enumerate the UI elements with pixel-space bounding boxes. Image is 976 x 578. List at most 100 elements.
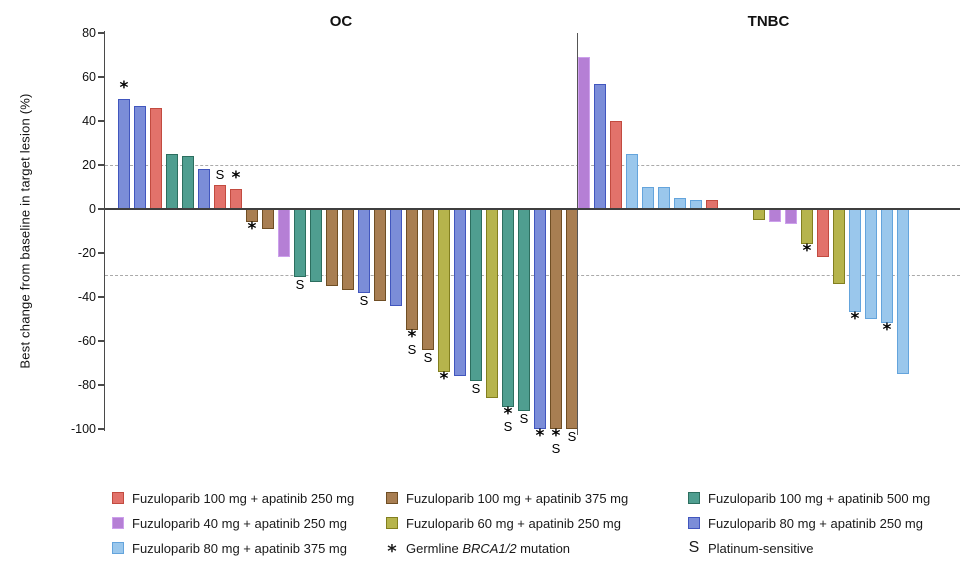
platinum-sensitive-marker: S [567, 429, 577, 444]
bar [230, 189, 242, 209]
y-tick-mark [98, 428, 104, 430]
bar [518, 209, 530, 412]
legend-label: Fuzuloparib 100 mg + apatinib 375 mg [406, 490, 629, 506]
y-tick-label: -60 [77, 333, 96, 348]
bar-annotations: S [467, 382, 485, 395]
section-title-oc: OC [329, 13, 353, 30]
germline-brca-star-marker: * [119, 78, 129, 98]
bar-annotations: * S [499, 404, 517, 434]
germline-brca-star-marker: * [802, 241, 812, 262]
bar-annotations: * [798, 241, 816, 262]
bar [502, 209, 514, 407]
bar [454, 209, 466, 377]
bar [134, 105, 146, 209]
germline-brca-star-marker: * [247, 219, 257, 240]
bar [785, 209, 797, 225]
bar [658, 187, 670, 209]
bar [833, 209, 845, 284]
legend-swatch-fz80_ap375 [112, 542, 124, 554]
bar [817, 209, 829, 258]
germline-brca-star-marker: * [231, 168, 241, 189]
bar-annotations: * [435, 368, 453, 389]
section-title-tnbc: TNBC [747, 13, 790, 30]
platinum-sensitive-marker: S [471, 380, 481, 396]
bar [486, 209, 498, 399]
legend-label: Fuzuloparib 80 mg + apatinib 375 mg [132, 540, 347, 556]
bar [753, 209, 765, 220]
germline-brca-star-marker: * [439, 368, 449, 389]
legend-symbol-star: * [387, 540, 397, 562]
y-axis-title: Best change from baseline in target lesi… [17, 93, 33, 369]
bar-annotations: S [419, 351, 437, 364]
legend-swatch-fz60_ap250 [386, 517, 398, 529]
germline-brca-star-marker: * [503, 404, 513, 424]
germline-brca-star-marker: * [535, 426, 545, 446]
bar-annotations: * [243, 219, 261, 240]
reference-line--30 [105, 275, 960, 276]
bar [406, 209, 418, 330]
bar-annotations: * S [547, 426, 565, 456]
bar [278, 209, 290, 258]
legend-swatch-fz80_ap250 [688, 517, 700, 529]
bar [262, 209, 274, 229]
bar-annotations: S [211, 168, 229, 181]
bar [166, 154, 178, 209]
legend-label: Platinum-sensitive [708, 540, 814, 556]
legend-item: Fuzuloparib 80 mg + apatinib 375 mg [112, 538, 347, 558]
bar [578, 57, 590, 209]
platinum-sensitive-marker: S [551, 441, 561, 456]
y-tick-label: 20 [82, 157, 96, 172]
y-tick-mark [98, 120, 104, 122]
bar-annotations: S [515, 412, 533, 425]
reference-line-20 [105, 165, 960, 166]
y-tick-label: 40 [82, 113, 96, 128]
y-tick-mark [98, 252, 104, 254]
bar [534, 209, 546, 429]
legend-label: Fuzuloparib 40 mg + apatinib 250 mg [132, 515, 347, 531]
y-tick-label: 0 [89, 201, 96, 216]
y-tick-mark [98, 32, 104, 34]
bar [294, 209, 306, 278]
platinum-sensitive-marker: S [407, 342, 417, 357]
bar-annotations: S [355, 294, 373, 307]
bar [594, 83, 606, 209]
bar [422, 209, 434, 350]
legend-symbol-s: S [688, 539, 700, 556]
germline-brca-star-marker: * [407, 327, 417, 347]
legend-item: Fuzuloparib 80 mg + apatinib 250 mg [688, 513, 923, 533]
bar [897, 209, 909, 374]
germline-brca-star-marker: * [850, 309, 860, 330]
legend-item: Fuzuloparib 100 mg + apatinib 375 mg [386, 488, 628, 508]
y-tick-mark [98, 296, 104, 298]
bar-annotations: * [115, 78, 133, 98]
y-tick-mark [98, 384, 104, 386]
bar [438, 209, 450, 372]
germline-brca-star-marker: * [551, 426, 561, 446]
y-tick-mark [98, 164, 104, 166]
legend-label: Fuzuloparib 80 mg + apatinib 250 mg [708, 515, 923, 531]
bar [470, 209, 482, 381]
legend-swatch-fz100_ap375 [386, 492, 398, 504]
bar [326, 209, 338, 286]
bar [342, 209, 354, 291]
bar [310, 209, 322, 282]
bar-annotations: * [878, 322, 896, 339]
y-tick-label: 60 [82, 69, 96, 84]
bar [118, 99, 130, 209]
legend-item: S Platinum-sensitive [688, 538, 814, 558]
bar [865, 209, 877, 319]
platinum-sensitive-marker: S [503, 419, 513, 434]
legend-item: * Germline BRCA1/2 mutation [386, 538, 570, 562]
bar [182, 156, 194, 209]
y-tick-mark [98, 340, 104, 342]
bar [626, 154, 638, 209]
platinum-sensitive-marker: S [423, 349, 433, 365]
zero-baseline [105, 208, 960, 210]
y-tick-mark [98, 208, 104, 210]
legend-label: Fuzuloparib 100 mg + apatinib 500 mg [708, 490, 931, 506]
bar-annotations: * S [403, 327, 421, 357]
bar [849, 209, 861, 313]
y-tick-mark [98, 76, 104, 78]
legend-label: Fuzuloparib 60 mg + apatinib 250 mg [406, 515, 621, 531]
platinum-sensitive-marker: S [215, 166, 225, 182]
